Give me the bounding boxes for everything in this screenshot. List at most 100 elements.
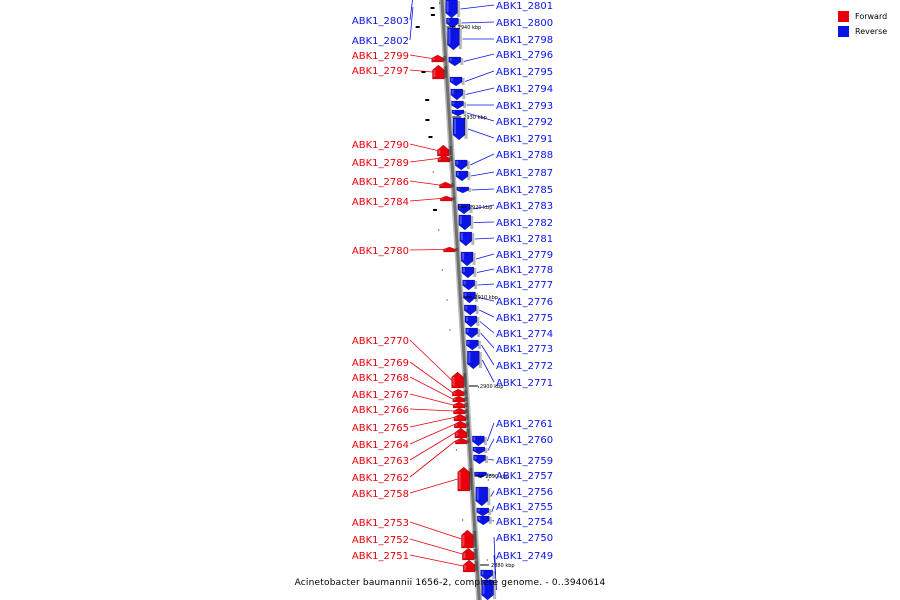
reverse-gene-label[interactable]: ABK1_2755 <box>496 502 553 513</box>
gene-block-ABK1_2767[interactable] <box>452 401 468 409</box>
gene-block-ABK1_2761[interactable] <box>472 435 487 447</box>
reverse-gene-label[interactable]: ABK1_2787 <box>496 168 553 179</box>
gene-block-ABK1_2798[interactable] <box>447 27 462 51</box>
reverse-gene-label[interactable]: ABK1_2798 <box>496 35 553 46</box>
gene-block-ABK1_2774[interactable] <box>464 315 480 328</box>
forward-gene-label[interactable]: ABK1_2786 <box>352 177 409 188</box>
gene-block-ABK1_2766[interactable] <box>453 407 468 415</box>
reverse-gene-label[interactable]: ABK1_2794 <box>496 84 553 95</box>
gene-block-ABK1_2771[interactable] <box>467 350 482 370</box>
reverse-gene-label[interactable]: ABK1_2783 <box>496 201 553 212</box>
gene-block-ABK1_2781[interactable] <box>459 231 475 247</box>
reverse-gene-label[interactable]: ABK1_2778 <box>496 265 553 276</box>
forward-gene-label[interactable]: ABK1_2766 <box>352 405 409 416</box>
forward-gene-label[interactable]: ABK1_2763 <box>352 456 409 467</box>
gene-block-ABK1_2765[interactable] <box>453 413 469 422</box>
reverse-gene-label[interactable]: ABK1_2777 <box>496 280 553 291</box>
reverse-gene-label[interactable]: ABK1_2781 <box>496 234 553 245</box>
reverse-gene-label[interactable]: ABK1_2775 <box>496 313 553 324</box>
reverse-gene-label[interactable]: ABK1_2771 <box>496 378 553 389</box>
gene-block-ABK1_2756[interactable] <box>475 486 491 507</box>
reverse-gene-label[interactable]: ABK1_2792 <box>496 117 553 128</box>
reverse-gene-label[interactable]: ABK1_2756 <box>496 487 553 498</box>
gene-block-ABK1_2762[interactable] <box>455 437 470 445</box>
gene-block-ABK1_2786[interactable] <box>439 181 454 189</box>
reverse-gene-label[interactable]: ABK1_2800 <box>496 18 553 29</box>
forward-gene-label[interactable]: ABK1_2769 <box>352 358 409 369</box>
gene-block-ABK1_2749[interactable] <box>481 579 497 600</box>
reverse-gene-label[interactable]: ABK1_2750 <box>496 533 553 544</box>
forward-gene-label[interactable]: ABK1_2765 <box>352 423 409 434</box>
gene-block-ABK1_2790[interactable] <box>437 144 452 157</box>
reverse-gene-label[interactable]: ABK1_2773 <box>496 344 553 355</box>
gene-block-ABK1_2769[interactable] <box>452 388 467 397</box>
gene-block-ABK1_2778[interactable] <box>461 266 477 279</box>
reverse-gene-label[interactable]: ABK1_2759 <box>496 456 553 467</box>
reverse-gene-label[interactable]: ABK1_2772 <box>496 361 553 372</box>
forward-gene-label[interactable]: ABK1_2764 <box>352 440 409 451</box>
gene-block-ABK1_2799[interactable] <box>431 54 447 63</box>
forward-gene-label[interactable]: ABK1_2797 <box>352 66 409 77</box>
gene-block-ABK1_2750[interactable] <box>480 569 496 581</box>
reverse-gene-label[interactable]: ABK1_2782 <box>496 218 553 229</box>
reverse-gene-label[interactable]: ABK1_2788 <box>496 150 553 161</box>
forward-gene-label[interactable]: ABK1_2799 <box>352 51 409 62</box>
forward-gene-label[interactable]: ABK1_2784 <box>352 197 409 208</box>
reverse-gene-label[interactable]: ABK1_2776 <box>496 297 553 308</box>
gene-block-ABK1_2793[interactable] <box>451 100 467 110</box>
forward-gene-label[interactable]: ABK1_2780 <box>352 246 409 257</box>
gene-block-ABK1_2784[interactable] <box>440 195 455 202</box>
reverse-gene-label[interactable]: ABK1_2757 <box>496 471 553 482</box>
forward-gene-label[interactable]: ABK1_2768 <box>352 373 409 384</box>
reverse-gene-label[interactable]: ABK1_2785 <box>496 185 553 196</box>
gene-block-ABK1_2785[interactable] <box>456 186 472 194</box>
forward-gene-label[interactable]: ABK1_2762 <box>352 473 409 484</box>
forward-gene-label[interactable]: ABK1_2770 <box>352 336 409 347</box>
forward-gene-label[interactable]: ABK1_2789 <box>352 158 409 169</box>
forward-gene-label[interactable]: ABK1_2753 <box>352 518 409 529</box>
gene-block-ABK1_2759[interactable] <box>473 454 488 465</box>
gene-block-ABK1_2797[interactable] <box>432 64 447 80</box>
gene-block-ABK1_2800[interactable] <box>446 17 461 29</box>
gene-block-ABK1_2772[interactable] <box>466 339 481 351</box>
gene-block-ABK1_2773[interactable] <box>465 327 481 339</box>
reverse-gene-label[interactable]: ABK1_2761 <box>496 419 553 430</box>
gene-block-ABK1_2794[interactable] <box>450 88 466 101</box>
reverse-gene-label[interactable]: ABK1_2795 <box>496 67 553 78</box>
gene-block-ABK1_2795[interactable] <box>449 76 465 87</box>
gene-block-ABK1_2796[interactable] <box>448 56 464 67</box>
gene-block-ABK1_2770[interactable] <box>451 371 467 389</box>
gene-block-ABK1_2752[interactable] <box>462 547 477 561</box>
reverse-gene-label[interactable]: ABK1_2779 <box>496 250 553 261</box>
forward-gene-label[interactable]: ABK1_2752 <box>352 535 409 546</box>
gene-block-ABK1_2760[interactable] <box>472 446 488 455</box>
gene-block-ABK1_2780[interactable] <box>443 246 458 253</box>
gene-block-ABK1_2763[interactable] <box>454 427 470 439</box>
forward-gene-label[interactable]: ABK1_2767 <box>352 390 409 401</box>
forward-gene-label[interactable]: ABK1_2790 <box>352 140 409 151</box>
reverse-gene-label[interactable]: ABK1_2793 <box>496 101 553 112</box>
gene-block-ABK1_2782[interactable] <box>458 214 474 231</box>
gene-block-ABK1_2753[interactable] <box>461 529 476 549</box>
gene-block-ABK1_2787[interactable] <box>455 170 471 182</box>
reverse-gene-label[interactable]: ABK1_2774 <box>496 329 553 340</box>
reverse-gene-label[interactable]: ABK1_2754 <box>496 517 553 528</box>
gene-block-ABK1_2755[interactable] <box>476 507 492 517</box>
reverse-gene-label[interactable]: ABK1_2801 <box>496 1 553 12</box>
forward-gene-label[interactable]: ABK1_2803 <box>352 16 409 27</box>
gene-block-ABK1_2791[interactable] <box>452 117 468 141</box>
gene-block-ABK1_2751[interactable] <box>462 559 478 573</box>
gene-block-ABK1_2789[interactable] <box>437 154 453 163</box>
reverse-gene-label[interactable]: ABK1_2760 <box>496 435 553 446</box>
gene-block-ABK1_2758[interactable] <box>457 466 473 492</box>
gene-block-ABK1_2777[interactable] <box>462 279 478 291</box>
forward-gene-label[interactable]: ABK1_2751 <box>352 551 409 562</box>
forward-gene-label[interactable]: ABK1_2758 <box>352 489 409 500</box>
reverse-gene-label[interactable]: ABK1_2749 <box>496 551 553 562</box>
reverse-gene-label[interactable]: ABK1_2791 <box>496 134 553 145</box>
gene-block-ABK1_2768[interactable] <box>452 395 468 403</box>
reverse-gene-label[interactable]: ABK1_2796 <box>496 50 553 61</box>
gene-block-ABK1_2775[interactable] <box>463 304 479 316</box>
gene-block-ABK1_2801[interactable] <box>445 0 461 19</box>
forward-gene-label[interactable]: ABK1_2802 <box>352 36 409 47</box>
